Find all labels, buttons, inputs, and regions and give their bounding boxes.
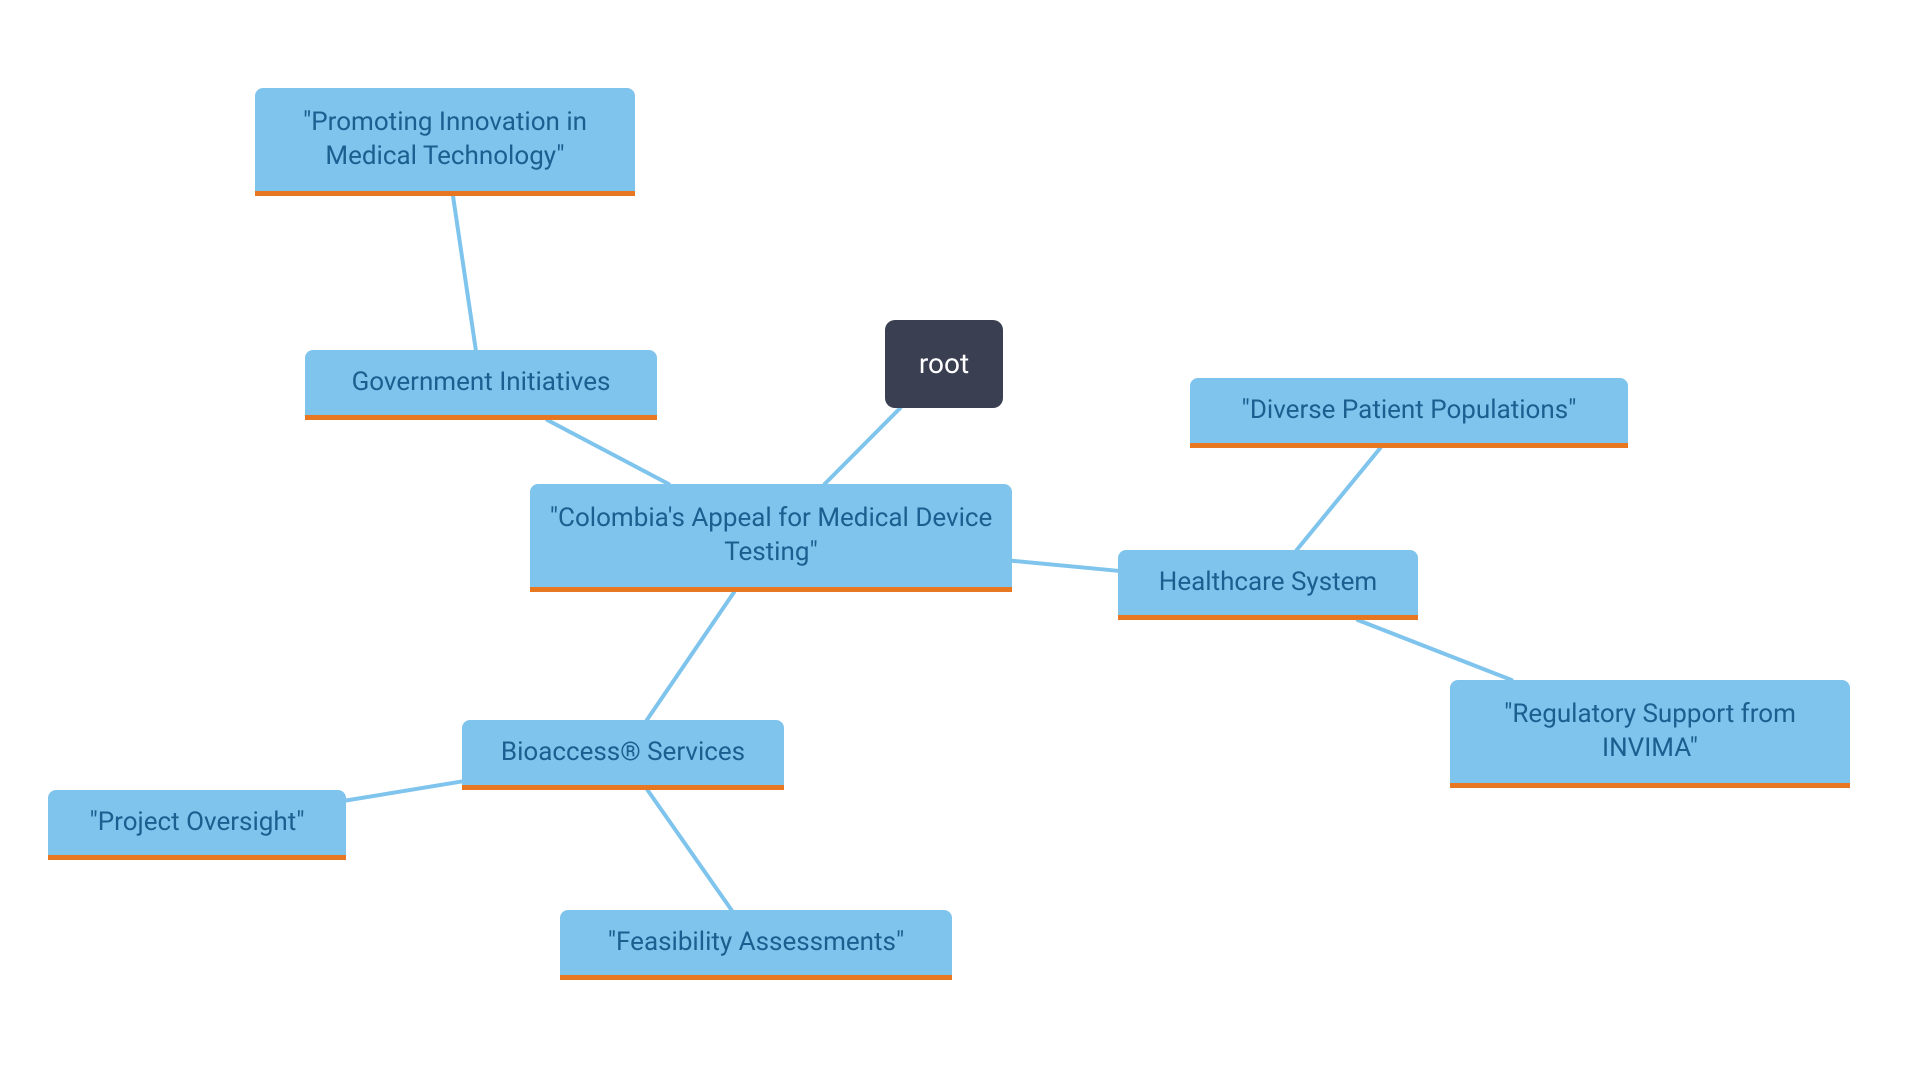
node-promo-label: "Promoting Innovation in Medical Technol…: [273, 106, 617, 174]
node-diverse-label: "Diverse Patient Populations": [1242, 394, 1577, 428]
node-government-initiatives: Government Initiatives: [305, 350, 657, 420]
node-root-label: root: [919, 346, 969, 382]
node-root: root: [885, 320, 1003, 408]
node-regsup-label: "Regulatory Support from INVIMA": [1468, 698, 1832, 766]
node-diverse-populations: "Diverse Patient Populations": [1190, 378, 1628, 448]
node-proj-label: "Project Oversight": [89, 806, 304, 840]
node-bioaccess-services: Bioaccess® Services: [462, 720, 784, 790]
node-healthcare-system: Healthcare System: [1118, 550, 1418, 620]
node-feasibility-assessments: "Feasibility Assessments": [560, 910, 952, 980]
node-main-label: "Colombia's Appeal for Medical Device Te…: [548, 502, 994, 570]
node-project-oversight: "Project Oversight": [48, 790, 346, 860]
node-regulatory-support: "Regulatory Support from INVIMA": [1450, 680, 1850, 788]
node-feas-label: "Feasibility Assessments": [608, 926, 905, 960]
node-gov-label: Government Initiatives: [352, 366, 611, 400]
node-health-label: Healthcare System: [1159, 566, 1377, 600]
diagram-canvas: root "Colombia's Appeal for Medical Devi…: [0, 0, 1920, 1080]
node-promoting-innovation: "Promoting Innovation in Medical Technol…: [255, 88, 635, 196]
node-main: "Colombia's Appeal for Medical Device Te…: [530, 484, 1012, 592]
node-bio-label: Bioaccess® Services: [501, 736, 745, 770]
